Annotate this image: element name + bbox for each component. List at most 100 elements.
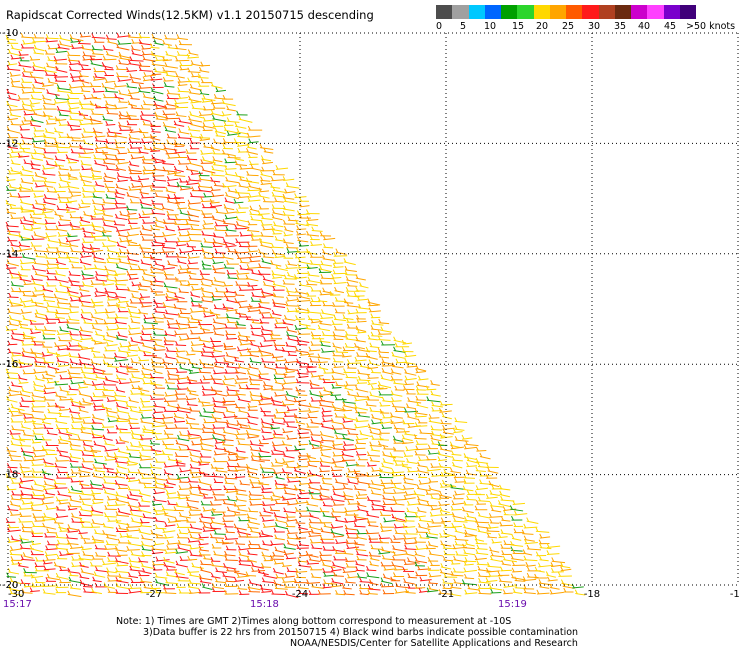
- wind-barb: [466, 462, 478, 468]
- wind-barb: [185, 517, 196, 523]
- wind-barb: [164, 353, 176, 360]
- wind-barb: [55, 143, 71, 149]
- wind-barb: [130, 510, 144, 518]
- wind-barb: [140, 259, 151, 266]
- wind-barb: [95, 275, 107, 282]
- wind-barb: [225, 330, 236, 336]
- wind-barb: [198, 175, 212, 182]
- wind-barb: [125, 445, 140, 452]
- wind-barb: [262, 522, 278, 528]
- wind-barb: [224, 479, 235, 485]
- wind-barb: [286, 567, 298, 573]
- wind-barb: [331, 383, 342, 389]
- wind-barb: [71, 76, 85, 82]
- wind-barb: [117, 39, 132, 45]
- wind-barb: [142, 155, 156, 161]
- wind-barb: [117, 331, 128, 338]
- wind-barb: [347, 390, 358, 397]
- wind-barb: [139, 281, 151, 288]
- wind-barb: [57, 439, 69, 444]
- wind-barb: [143, 318, 158, 325]
- wind-barb: [260, 176, 271, 182]
- wind-barb: [115, 491, 129, 499]
- wind-barb: [464, 529, 478, 537]
- wind-barb: [270, 176, 285, 182]
- wind-barb: [355, 450, 367, 456]
- wind-barb: [245, 274, 259, 282]
- wind-barb: [453, 555, 467, 563]
- wind-barb: [223, 126, 238, 134]
- map-title: Rapidscat Corrected Winds(12.5KM) v1.1 2…: [6, 8, 374, 22]
- wind-barb: [154, 516, 165, 523]
- wind-barb: [179, 309, 191, 315]
- wind-barb: [70, 225, 85, 231]
- wind-barb: [106, 295, 118, 301]
- wind-barb: [114, 104, 128, 110]
- wind-barb: [127, 414, 138, 420]
- wind-barb: [321, 479, 333, 486]
- wind-barb: [116, 241, 127, 249]
- wind-barb: [334, 462, 345, 468]
- wind-barb: [41, 329, 56, 336]
- wind-barb: [535, 527, 550, 533]
- wind-barb: [391, 471, 404, 477]
- wind-barb: [41, 81, 54, 87]
- wind-barb: [341, 456, 356, 461]
- wind-barb: [309, 235, 320, 241]
- wind-barb: [234, 290, 245, 296]
- wind-barb: [427, 444, 439, 450]
- wind-barb: [82, 440, 94, 448]
- wind-barb: [67, 172, 78, 179]
- wind-barb: [166, 434, 178, 439]
- wind-barb: [106, 109, 119, 115]
- wind-barb: [139, 230, 153, 236]
- wind-barb: [365, 352, 378, 360]
- wind-barb: [79, 573, 90, 580]
- wind-barb: [367, 483, 381, 491]
- wind-barb: [321, 561, 336, 569]
- wind-barb: [102, 158, 116, 165]
- wind-barb: [179, 185, 193, 191]
- wind-barb: [177, 490, 190, 496]
- wind-barb: [258, 269, 271, 275]
- wind-barb: [486, 526, 500, 533]
- wind-barb: [417, 523, 431, 531]
- wind-barb: [149, 463, 162, 469]
- wind-barb: [239, 479, 250, 486]
- wind-barb: [30, 241, 42, 247]
- wind-barb: [58, 198, 72, 204]
- wind-barb: [29, 544, 44, 553]
- wind-barb: [115, 402, 129, 410]
- wind-barb: [221, 440, 234, 447]
- wind-barb: [202, 122, 216, 129]
- wind-barb: [117, 538, 132, 544]
- wind-barb: [46, 187, 57, 193]
- wind-barb: [151, 199, 163, 205]
- wind-barb: [550, 562, 562, 568]
- wind-barb: [10, 241, 20, 248]
- wind-barb: [225, 545, 237, 551]
- wind-barb: [442, 584, 452, 590]
- wind-barb: [31, 467, 47, 473]
- wind-barb: [54, 275, 69, 283]
- wind-barb: [382, 488, 394, 495]
- wind-barb: [225, 407, 235, 414]
- wind-barb: [370, 544, 383, 550]
- wind-barb: [128, 588, 142, 594]
- wind-barb: [281, 346, 297, 353]
- wind-barb: [239, 258, 250, 264]
- wind-barb: [334, 549, 345, 554]
- wind-barb: [31, 438, 42, 444]
- wind-barb: [356, 550, 369, 557]
- wind-barb: [287, 334, 298, 342]
- wind-barb: [271, 589, 286, 596]
- wind-barb: [414, 556, 428, 564]
- wind-barb: [190, 169, 203, 175]
- wind-barb: [357, 455, 368, 461]
- wind-barb: [69, 125, 82, 131]
- wind-barb: [535, 551, 547, 557]
- wind-barb: [377, 549, 391, 555]
- wind-barb: [178, 511, 191, 519]
- wind-barb: [126, 460, 137, 466]
- wind-barb: [262, 275, 275, 283]
